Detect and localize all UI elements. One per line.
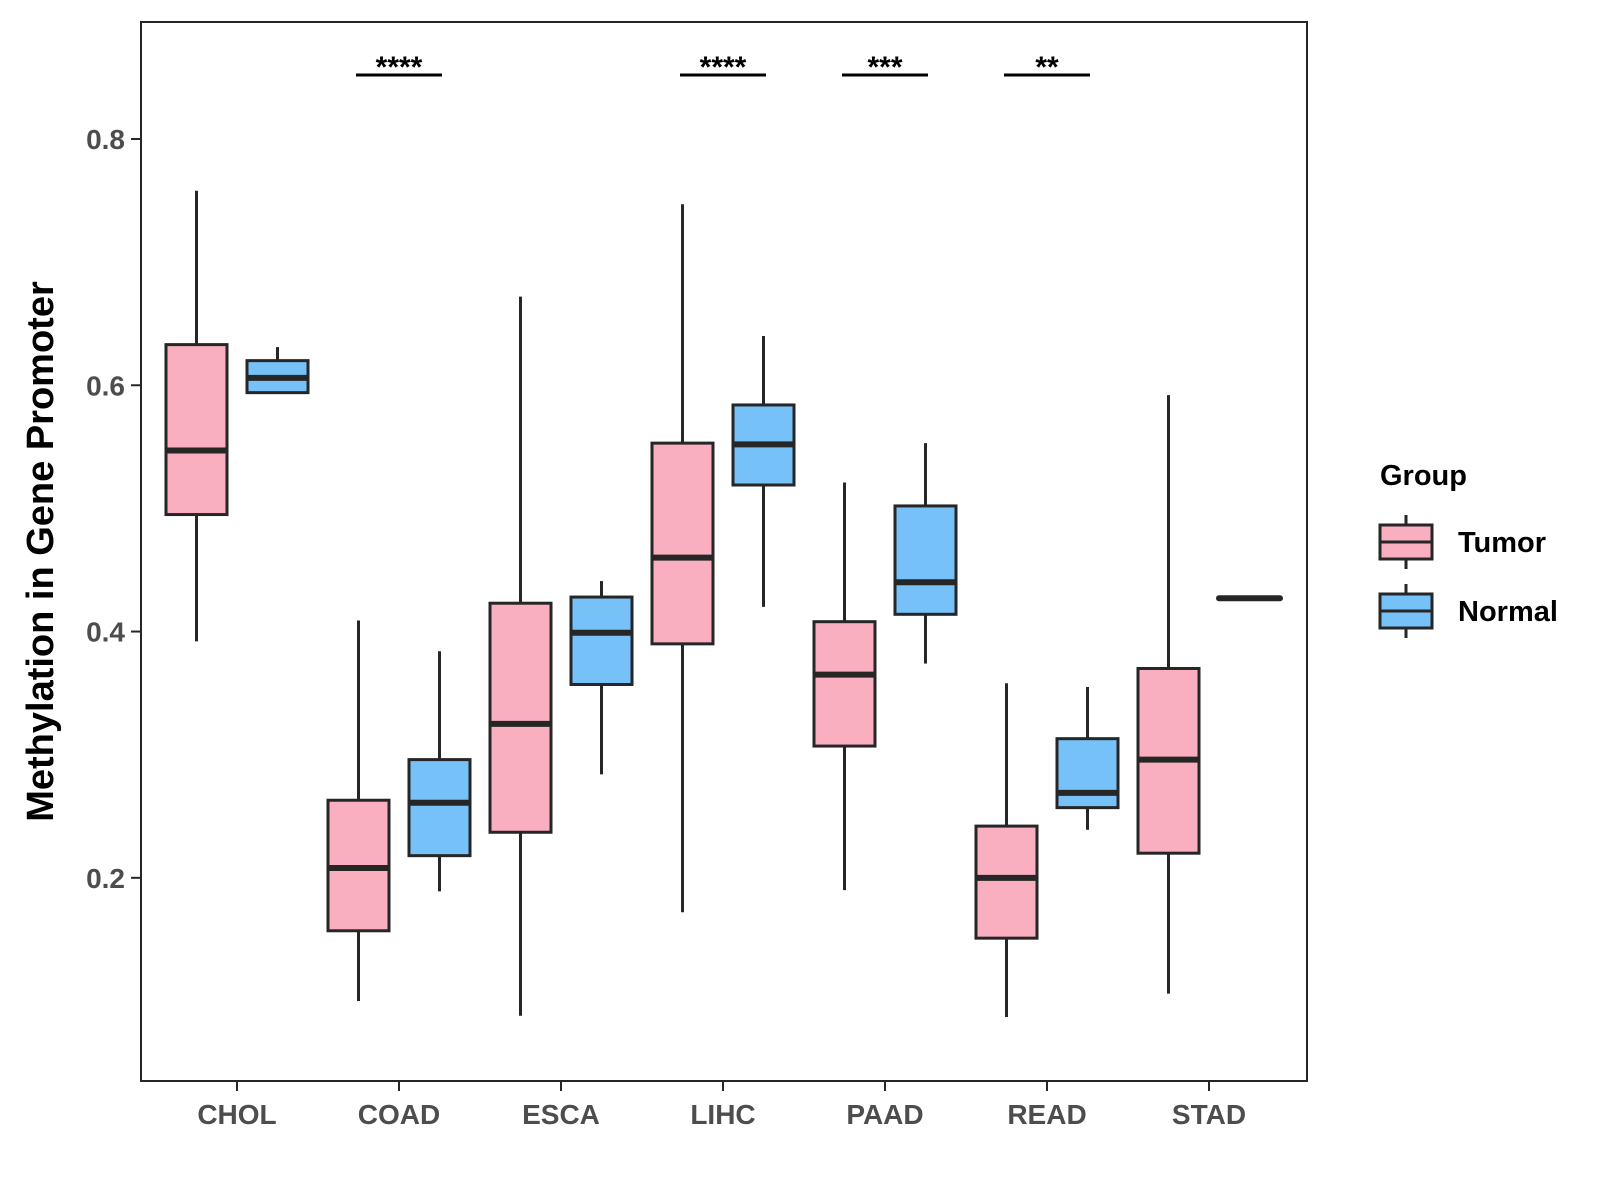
x-tick-label-lihc: LIHC — [690, 1099, 755, 1130]
significance-label: ** — [1035, 51, 1059, 84]
legend-item-tumor: Tumor — [1378, 515, 1546, 569]
box-body — [407, 758, 472, 858]
box-tumor-lihc — [650, 204, 715, 913]
box-body — [488, 601, 553, 834]
x-tick-label-coad: COAD — [358, 1099, 440, 1130]
box-body — [164, 343, 229, 517]
significance-label: **** — [700, 51, 747, 84]
box-body — [893, 504, 958, 616]
box-normal-paad — [893, 443, 958, 664]
box-tumor-paad — [812, 482, 877, 891]
significance-label: **** — [376, 51, 423, 84]
box-normal-lihc — [731, 336, 796, 607]
x-tick-label-chol: CHOL — [197, 1099, 276, 1130]
box-normal-chol — [245, 347, 310, 395]
significance-lihc: **** — [680, 51, 766, 84]
significance-paad: *** — [842, 51, 928, 84]
box-body — [812, 620, 877, 748]
panel-border — [140, 21, 1308, 1082]
box-tumor-esca — [488, 296, 553, 1016]
box-normal-coad — [407, 651, 472, 892]
box-body — [1055, 737, 1120, 810]
x-tick-label-read: READ — [1007, 1099, 1086, 1130]
box-tumor-coad — [326, 620, 391, 1001]
x-tick-label-paad: PAAD — [846, 1099, 923, 1130]
legend-label: Normal — [1458, 596, 1558, 628]
y-tick-label: 0.8 — [86, 124, 125, 155]
y-tick-label: 0.2 — [86, 863, 125, 894]
box-normal-read — [1055, 686, 1120, 830]
significance-read: ** — [1004, 51, 1090, 84]
legend-item-normal: Normal — [1378, 584, 1558, 638]
box-tumor-read — [974, 683, 1039, 1017]
box-tumor-chol — [164, 190, 229, 642]
y-tick-label: 0.4 — [86, 617, 125, 648]
y-tick-label: 0.6 — [86, 370, 125, 401]
box-body — [974, 824, 1039, 940]
box-body — [569, 595, 634, 686]
legend-label: Tumor — [1458, 527, 1546, 559]
x-tick-label-esca: ESCA — [522, 1099, 600, 1130]
y-axis-title: Methylation in Gene Promoter — [20, 281, 62, 822]
legend-title: Group — [1380, 460, 1467, 492]
box-tumor-stad — [1136, 395, 1201, 994]
box-body — [650, 441, 715, 646]
box-normal-esca — [569, 581, 634, 775]
significance-coad: **** — [356, 51, 442, 84]
significance-label: *** — [867, 51, 902, 84]
x-tick-label-stad: STAD — [1172, 1099, 1246, 1130]
